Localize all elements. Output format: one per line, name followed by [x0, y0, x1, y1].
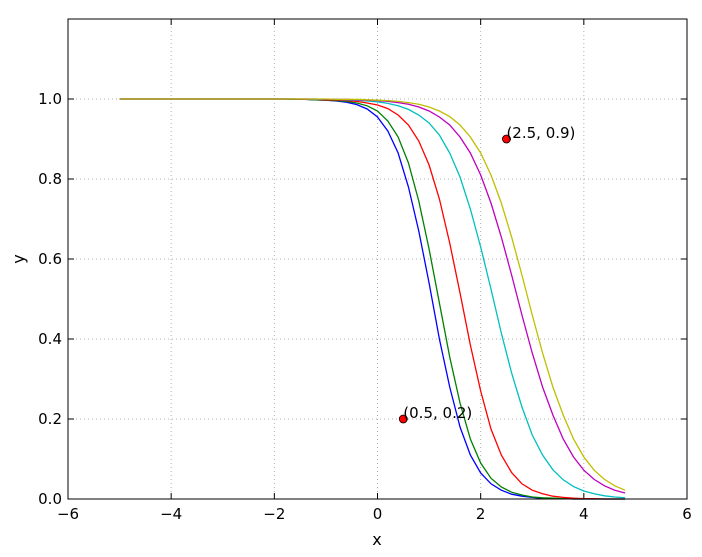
y-tick-label: 0.6: [38, 250, 62, 268]
x-tick-label: −6: [57, 505, 79, 523]
annotated-point-marker: [502, 134, 511, 144]
point-annotation-label: (0.5, 0.2): [403, 404, 472, 422]
x-tick-label: −2: [263, 505, 285, 523]
series-line-6: [119, 98, 626, 491]
y-tick-label: 0.0: [38, 490, 62, 508]
x-tick-label: 2: [476, 505, 486, 523]
x-tick-label: −4: [160, 505, 182, 523]
series-lines: [119, 98, 626, 500]
y-tick-label: 0.4: [38, 330, 62, 348]
point-annotation-label: (2.5, 0.9): [506, 124, 575, 142]
axis-ticks: −6 −4 −2 0 2 4 6 0.0 0.2 0.4 0.6 0.8 1.0: [38, 19, 692, 523]
y-tick-label: 0.8: [38, 170, 62, 188]
y-axis-label: y: [9, 254, 28, 263]
annotated-point-marker: [398, 414, 408, 424]
x-tick-label: 4: [579, 505, 589, 523]
y-tick-label: 1.0: [38, 90, 62, 108]
y-tick-label: 0.2: [38, 410, 62, 428]
annotated-points: (0.5, 0.2) (2.5, 0.9): [398, 124, 575, 424]
x-axis-label: x: [372, 530, 381, 549]
x-tick-label: 0: [373, 505, 383, 523]
x-tick-label: 6: [682, 505, 692, 523]
